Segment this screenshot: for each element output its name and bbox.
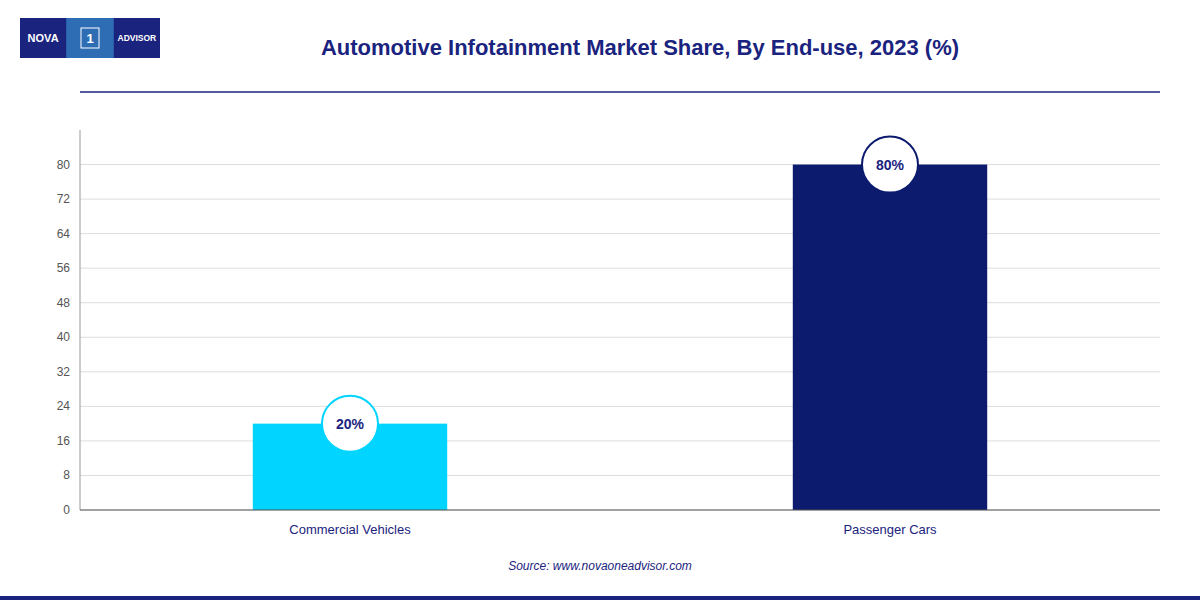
grid-line bbox=[80, 302, 1160, 303]
logo-text: 1 bbox=[86, 31, 93, 46]
y-tick-label: 0 bbox=[63, 503, 70, 517]
y-tick-label: 56 bbox=[57, 261, 71, 275]
grid-line bbox=[80, 164, 1160, 165]
label-badge bbox=[322, 396, 378, 452]
y-tick-label: 80 bbox=[57, 158, 71, 172]
y-tick-labels: 0 8 16 24 32 40 48 56 64 72 80 bbox=[57, 158, 71, 517]
logo-frame bbox=[81, 28, 99, 48]
logo-text: NOVA bbox=[28, 32, 59, 44]
grid-line bbox=[80, 510, 1160, 511]
chart-svg: Automotive Infotainment Market Share, By… bbox=[0, 0, 1200, 600]
y-tick-label: 64 bbox=[57, 227, 71, 241]
y-tick-label: 40 bbox=[57, 330, 71, 344]
grid-line bbox=[80, 440, 1160, 441]
bottom-border bbox=[0, 596, 1200, 600]
grid-line bbox=[80, 268, 1160, 269]
x-tick-labels: Commercial Vehicles Passenger Cars bbox=[289, 522, 937, 537]
y-tick-label: 16 bbox=[57, 434, 71, 448]
grid-line bbox=[80, 337, 1160, 338]
data-label: 20% bbox=[336, 416, 365, 432]
y-tick-label: 8 bbox=[63, 468, 70, 482]
chart-container: Automotive Infotainment Market Share, By… bbox=[0, 0, 1200, 600]
grid-line bbox=[80, 199, 1160, 200]
y-tick-label: 72 bbox=[57, 192, 71, 206]
y-tick-label: 32 bbox=[57, 365, 71, 379]
grid-line bbox=[80, 371, 1160, 372]
logo-band bbox=[66, 18, 114, 58]
y-grid bbox=[80, 165, 1160, 510]
y-tick-label: 48 bbox=[57, 296, 71, 310]
grid-line bbox=[80, 233, 1160, 234]
grid-line bbox=[80, 406, 1160, 407]
label-badge bbox=[862, 137, 918, 193]
logo-text: ADVISOR bbox=[118, 33, 157, 43]
x-tick-label: Passenger Cars bbox=[843, 522, 937, 537]
source-note: Source: www.novaoneadvisor.com bbox=[508, 559, 692, 573]
logo: NOVA 1 ADVISOR bbox=[20, 18, 160, 58]
header-rule bbox=[80, 91, 1160, 93]
data-label: 80% bbox=[876, 157, 905, 173]
x-tick-label: Commercial Vehicles bbox=[289, 522, 411, 537]
logo-box bbox=[20, 18, 160, 58]
x-axis-line bbox=[80, 510, 1160, 511]
bars bbox=[253, 165, 987, 510]
y-tick-label: 24 bbox=[57, 399, 71, 413]
bar bbox=[793, 165, 987, 510]
chart-title: Automotive Infotainment Market Share, By… bbox=[321, 35, 959, 60]
grid-line bbox=[80, 475, 1160, 476]
data-labels: 20% 80% bbox=[322, 137, 918, 452]
y-axis-line bbox=[80, 130, 81, 510]
background bbox=[0, 0, 1200, 600]
